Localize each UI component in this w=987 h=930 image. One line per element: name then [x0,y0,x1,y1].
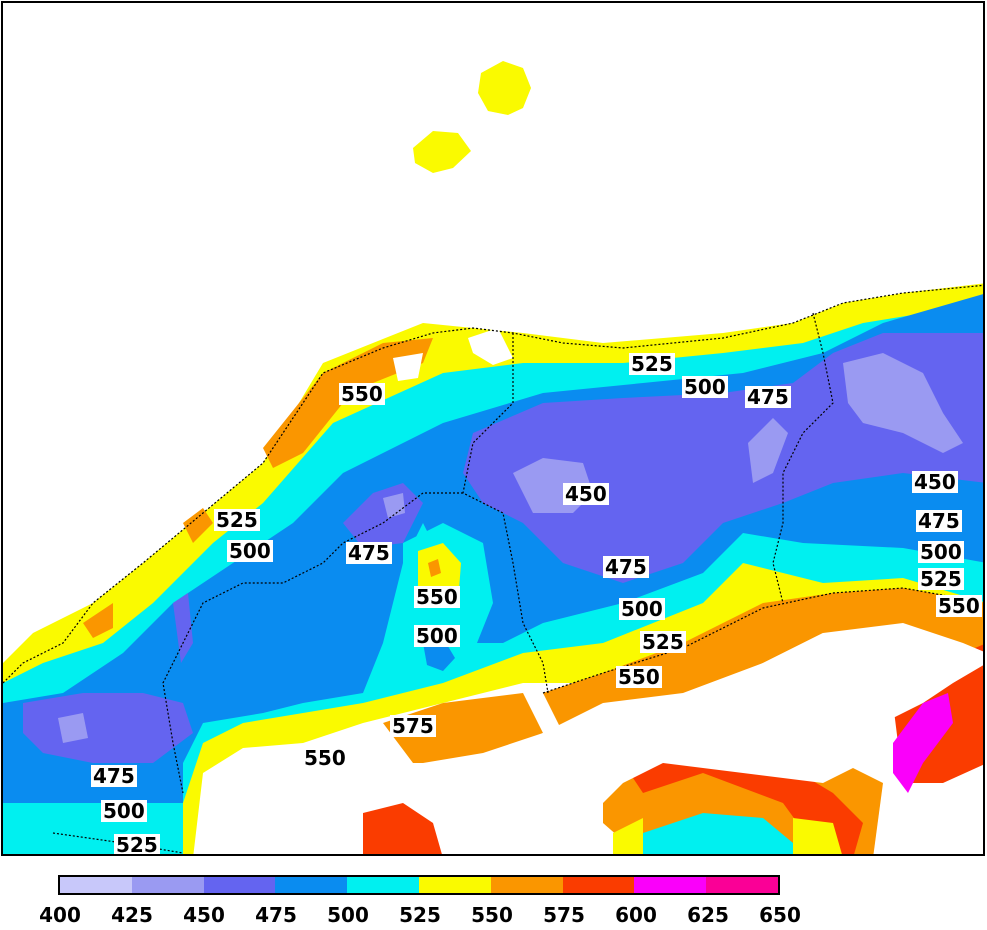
contour-label: 525 [640,630,686,654]
legend-swatch [203,877,276,893]
contour-label: 475 [745,385,791,409]
contour-label: 525 [918,567,964,591]
contour-label: 525 [114,833,160,856]
band-425-450 [58,713,88,743]
contour-label: 575 [390,714,436,738]
band-550-575 [263,338,433,468]
contour-label: 475 [346,541,392,565]
legend-swatch [634,877,707,893]
color-scale-bar [58,875,780,895]
contour-label: 500 [918,540,964,564]
band-550-575 [428,559,441,577]
contour-label: 450 [563,482,609,506]
contour-label: 500 [414,624,460,648]
contour-label: 500 [619,597,665,621]
band-550-575 [83,603,113,638]
legend-swatch [706,877,778,893]
sea [393,353,423,381]
sea [323,623,983,854]
band-550-575 [383,693,543,763]
legend-tick-label: 625 [687,903,729,927]
contour-label: 525 [629,352,675,376]
sea [468,328,513,365]
legend-tick-label: 425 [111,903,153,927]
legend-swatch [131,877,204,893]
band-550-575 [183,508,213,543]
legend-swatch [418,877,491,893]
legend-swatch [490,877,563,893]
contour-label: 550 [936,594,982,618]
legend-tick-label: 525 [399,903,441,927]
legend-tick-label: 650 [759,903,801,927]
legend-tick-label: 400 [39,903,81,927]
contour-label: 475 [603,555,649,579]
legend-tick-label: 600 [615,903,657,927]
contour-label: 475 [91,764,137,788]
legend-swatch [275,877,348,893]
band-425-450 [843,353,963,453]
contour-label: 475 [916,509,962,533]
contour-label: 550 [616,665,662,689]
band-525-550 [413,131,471,173]
band-500-525 [643,813,793,854]
contour-label: 500 [682,375,728,399]
land-fill [3,61,983,854]
legend-tick-label: 450 [183,903,225,927]
band-525-550 [793,818,842,854]
contour-label: 500 [101,799,147,823]
map-panel: 550 525 500 475 525 500 475 450 450 475 … [1,1,985,856]
legend-swatch [347,877,419,893]
band-600-625 [893,693,953,793]
band-525-550 [613,818,643,854]
legend-tick-label: 550 [471,903,513,927]
contour-label: 500 [227,539,273,563]
contour-label: 550 [414,585,460,609]
prefecture-boundaries [3,284,983,854]
contour-map [3,61,983,854]
contour-label: 450 [912,470,958,494]
legend-tick-label: 475 [255,903,297,927]
contour-label: 550 [339,382,385,406]
legend-tick-label: 575 [543,903,585,927]
legend-swatch [562,877,635,893]
contour-label: 525 [214,508,260,532]
contour-label: 550 [302,746,348,770]
band-525-550 [478,61,531,115]
band-450-475 [23,693,193,763]
legend-swatch [60,877,132,893]
band-425-450 [383,493,405,518]
legend-tick-label: 500 [327,903,369,927]
band-450-475 [173,593,193,663]
band-425-450 [748,418,788,483]
band-575-600 [363,803,442,854]
